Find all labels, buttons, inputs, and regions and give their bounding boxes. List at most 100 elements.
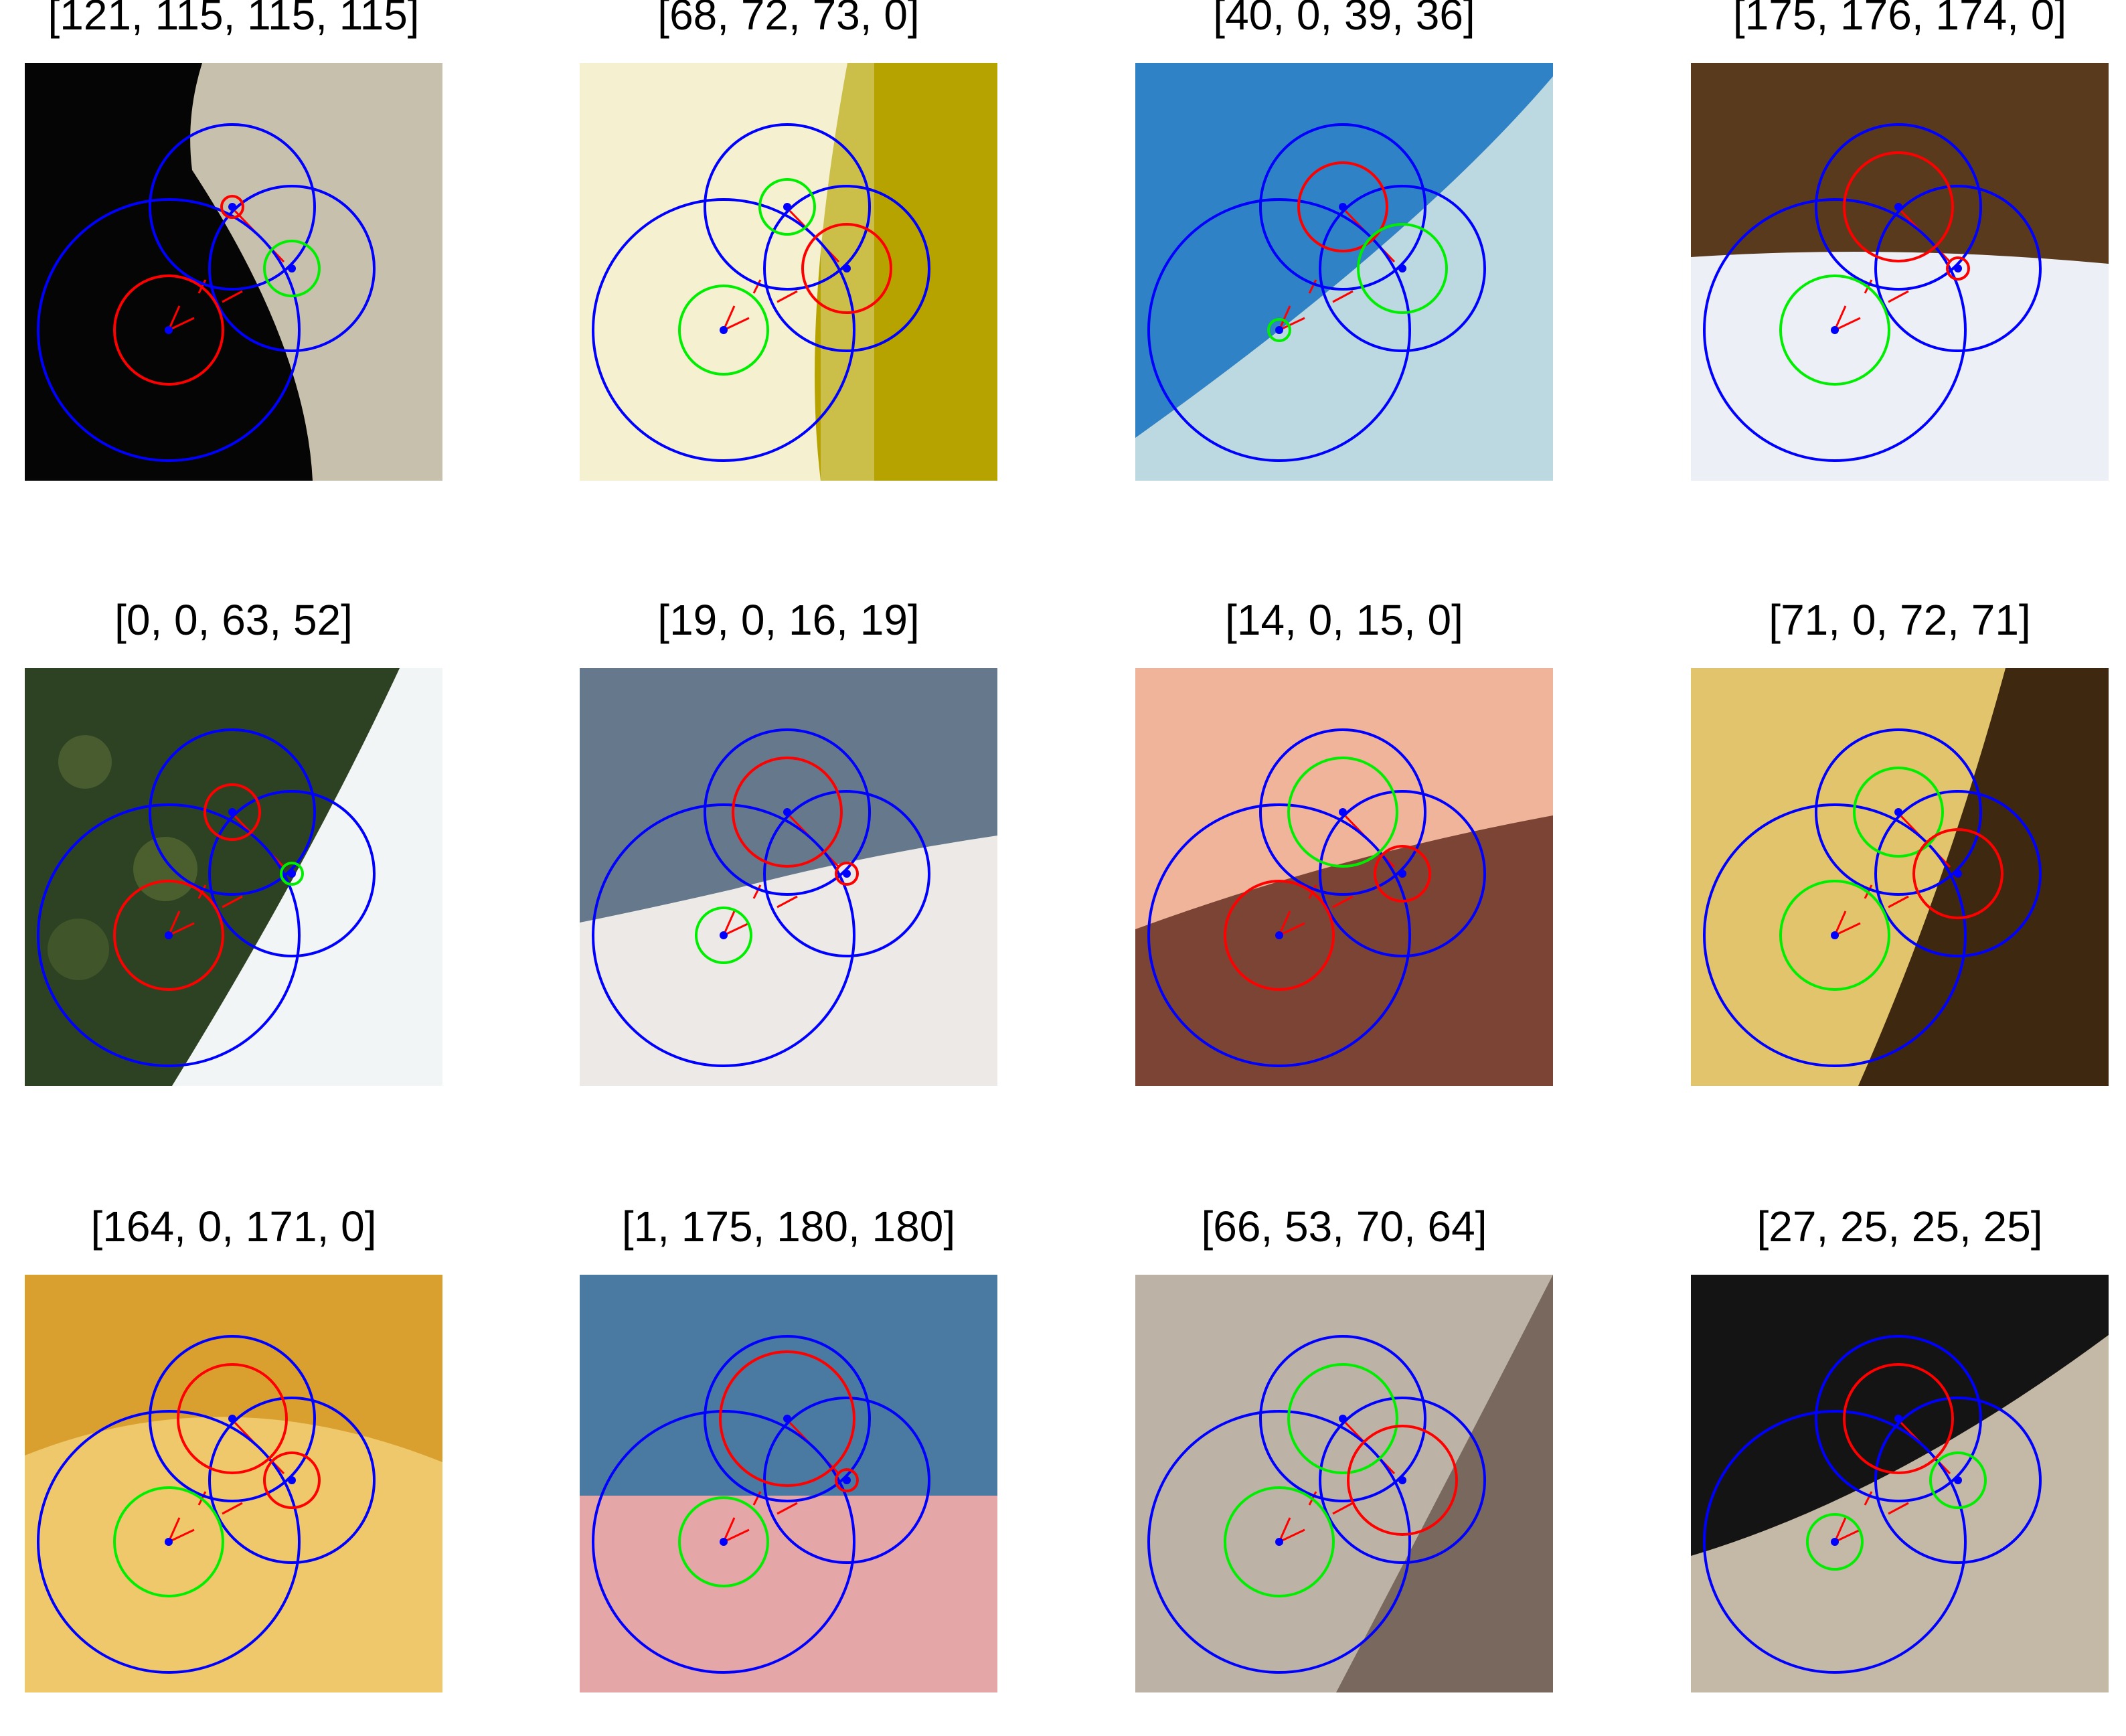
red-circle bbox=[203, 783, 261, 841]
image-panel: [0, 0, 63, 52] bbox=[25, 593, 442, 1086]
green-circle bbox=[263, 240, 321, 297]
blue-outer-circle bbox=[208, 790, 376, 957]
spoke-line bbox=[1833, 1517, 1847, 1543]
center-dot bbox=[843, 870, 851, 878]
red-circle bbox=[732, 757, 843, 868]
patch-image bbox=[1691, 63, 2109, 481]
red-circle bbox=[113, 880, 224, 991]
blue-outer-circle bbox=[592, 1410, 855, 1674]
center-dot bbox=[165, 931, 173, 939]
spoke-line bbox=[1332, 895, 1354, 909]
image-panel: [175, 176, 174, 0] bbox=[1691, 0, 2109, 481]
patch-background bbox=[580, 63, 997, 481]
spoke-line bbox=[776, 895, 798, 909]
green-circle bbox=[113, 1486, 224, 1597]
red-circle bbox=[113, 274, 224, 386]
patch-image bbox=[25, 668, 442, 1086]
image-panel: [121, 115, 115, 115] bbox=[25, 0, 442, 481]
patch-image bbox=[1691, 668, 2109, 1086]
center-dot bbox=[1831, 1538, 1839, 1546]
spoke-line bbox=[776, 1502, 798, 1515]
spoke-line bbox=[1834, 922, 1861, 937]
center-dot bbox=[1275, 326, 1283, 334]
patch-image bbox=[25, 1275, 442, 1692]
blue-outer-circle bbox=[1874, 1397, 2042, 1564]
blue-outer-circle bbox=[1147, 198, 1411, 462]
panel-title: [71, 0, 72, 71] bbox=[1769, 596, 2031, 644]
red-circle bbox=[719, 1350, 855, 1487]
green-circle bbox=[1779, 274, 1890, 386]
blue-outer-circle bbox=[592, 803, 855, 1067]
red-circle bbox=[1347, 1425, 1458, 1536]
blue-outer-circle bbox=[1319, 790, 1486, 957]
panel-title: [0, 0, 63, 52] bbox=[114, 596, 353, 644]
center-dot bbox=[843, 264, 851, 272]
blue-outer-circle bbox=[1147, 1410, 1411, 1674]
image-panel: [19, 0, 16, 19] bbox=[580, 593, 997, 1086]
green-circle bbox=[280, 862, 304, 886]
center-dot bbox=[1398, 870, 1406, 878]
center-dot bbox=[1954, 870, 1962, 878]
blue-outer-circle bbox=[37, 198, 301, 462]
center-dot bbox=[1275, 1538, 1283, 1546]
spoke-line bbox=[722, 911, 736, 936]
blue-outer-circle bbox=[37, 1410, 301, 1674]
spoke-line bbox=[1278, 911, 1291, 936]
spoke-line bbox=[222, 1502, 243, 1515]
spoke-line bbox=[752, 1491, 762, 1506]
image-panel: [164, 0, 171, 0] bbox=[25, 1200, 442, 1692]
red-circle bbox=[263, 1451, 321, 1509]
blue-outer-circle bbox=[704, 1335, 871, 1502]
green-circle bbox=[758, 178, 816, 236]
center-dot bbox=[1339, 203, 1347, 211]
spoke-line bbox=[722, 1517, 736, 1543]
blue-outer-circle bbox=[704, 728, 871, 896]
panel-title: [66, 53, 70, 64] bbox=[1201, 1202, 1487, 1251]
blue-outer-circle bbox=[149, 123, 316, 291]
red-circle bbox=[835, 1468, 859, 1492]
blue-outer-circle bbox=[1259, 123, 1426, 291]
patch-image bbox=[1135, 63, 1553, 481]
spoke-line bbox=[1332, 290, 1354, 303]
panel-title: [27, 25, 25, 25] bbox=[1756, 1202, 2043, 1251]
patch-image bbox=[25, 63, 442, 481]
center-dot bbox=[1954, 264, 1962, 272]
center-dot bbox=[1339, 808, 1347, 816]
spoke-line bbox=[167, 305, 181, 331]
panel-title: [1, 175, 180, 180] bbox=[621, 1202, 956, 1251]
spoke-line bbox=[1279, 1528, 1305, 1543]
image-panel: [71, 0, 72, 71] bbox=[1691, 593, 2109, 1086]
spoke-line bbox=[167, 911, 181, 936]
panel-title: [68, 72, 73, 0] bbox=[657, 0, 920, 39]
green-circle bbox=[695, 906, 752, 964]
red-circle bbox=[1374, 845, 1431, 902]
spoke-line bbox=[1834, 317, 1861, 331]
red-circle bbox=[1843, 1363, 1954, 1474]
blue-outer-circle bbox=[208, 185, 376, 352]
center-dot bbox=[1831, 326, 1839, 334]
patch-image bbox=[1691, 1275, 2109, 1692]
center-dot bbox=[783, 1415, 791, 1423]
image-panel: [66, 53, 70, 64] bbox=[1135, 1200, 1553, 1692]
spoke-line bbox=[1308, 279, 1317, 294]
blue-outer-circle bbox=[208, 1397, 376, 1564]
patch-image bbox=[580, 1275, 997, 1692]
center-dot bbox=[720, 931, 728, 939]
image-panel: [1, 175, 180, 180] bbox=[580, 1200, 997, 1692]
center-dot bbox=[228, 203, 236, 211]
spoke-line bbox=[1279, 922, 1305, 937]
patch-image bbox=[1135, 1275, 1553, 1692]
green-circle bbox=[1853, 767, 1944, 858]
spoke-line bbox=[1279, 317, 1305, 331]
green-circle bbox=[678, 285, 769, 376]
center-dot bbox=[1398, 264, 1406, 272]
green-circle bbox=[1287, 757, 1398, 868]
center-dot bbox=[288, 264, 296, 272]
center-dot bbox=[1339, 1415, 1347, 1423]
patch-background bbox=[1691, 63, 2109, 481]
center-dot bbox=[1894, 203, 1902, 211]
spoke-line bbox=[1888, 290, 1909, 303]
red-circle bbox=[801, 223, 892, 314]
spoke-line bbox=[723, 1528, 750, 1543]
